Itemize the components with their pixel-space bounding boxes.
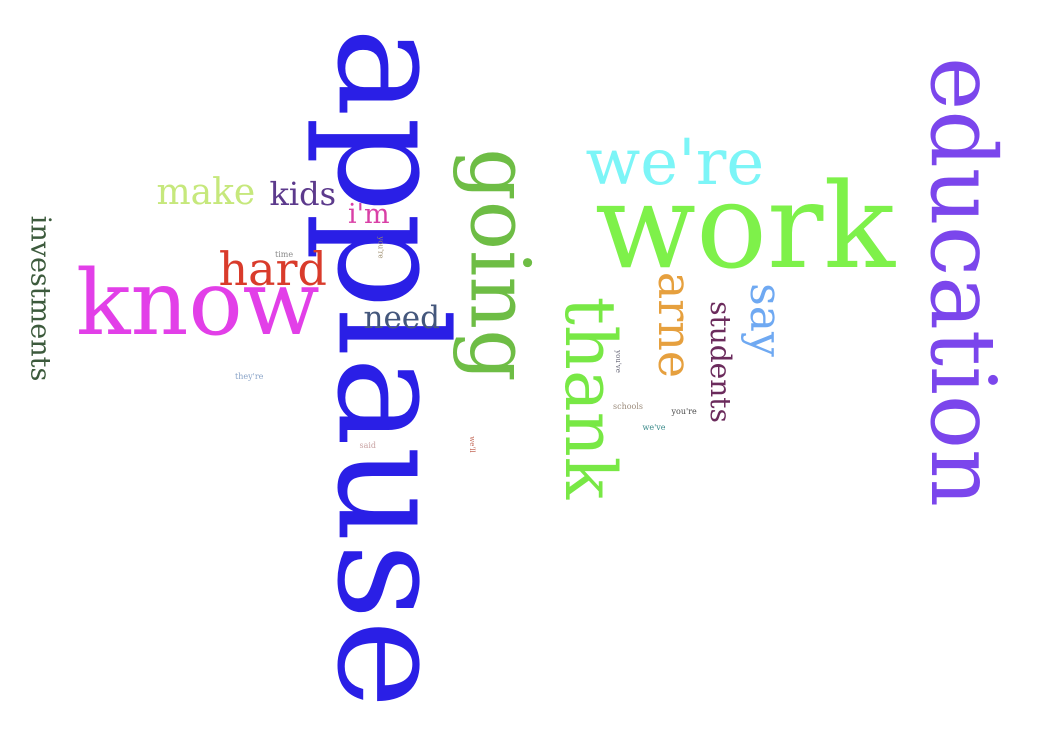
word-going: going bbox=[451, 148, 547, 382]
word-said: said bbox=[359, 441, 377, 450]
word-youre-small: you're bbox=[671, 407, 697, 416]
word-time: time bbox=[275, 250, 294, 259]
word-kids: kids bbox=[269, 175, 337, 213]
word-investments: investments bbox=[24, 215, 56, 381]
word-make: make bbox=[156, 172, 256, 213]
word-youre: you're bbox=[376, 235, 385, 259]
word-youve: you've bbox=[613, 349, 622, 373]
word-well: we'll bbox=[467, 435, 476, 453]
word-work: work bbox=[595, 157, 895, 295]
word-know: know bbox=[76, 251, 320, 356]
word-schools: schools bbox=[613, 402, 644, 411]
word-arne: arne bbox=[648, 271, 703, 379]
word-weve: we've bbox=[642, 423, 666, 432]
word-hard: hard bbox=[218, 242, 328, 296]
word-say: say bbox=[739, 283, 791, 357]
word-theyre: they're bbox=[235, 372, 264, 381]
word-were: we're bbox=[585, 126, 765, 200]
word-applause: applause bbox=[303, 27, 478, 709]
word-education: education bbox=[910, 57, 1015, 507]
word-students: students bbox=[703, 301, 737, 423]
word-im: i'm bbox=[348, 198, 390, 230]
word-thank: thank bbox=[549, 296, 632, 500]
word-need: need bbox=[363, 299, 441, 336]
